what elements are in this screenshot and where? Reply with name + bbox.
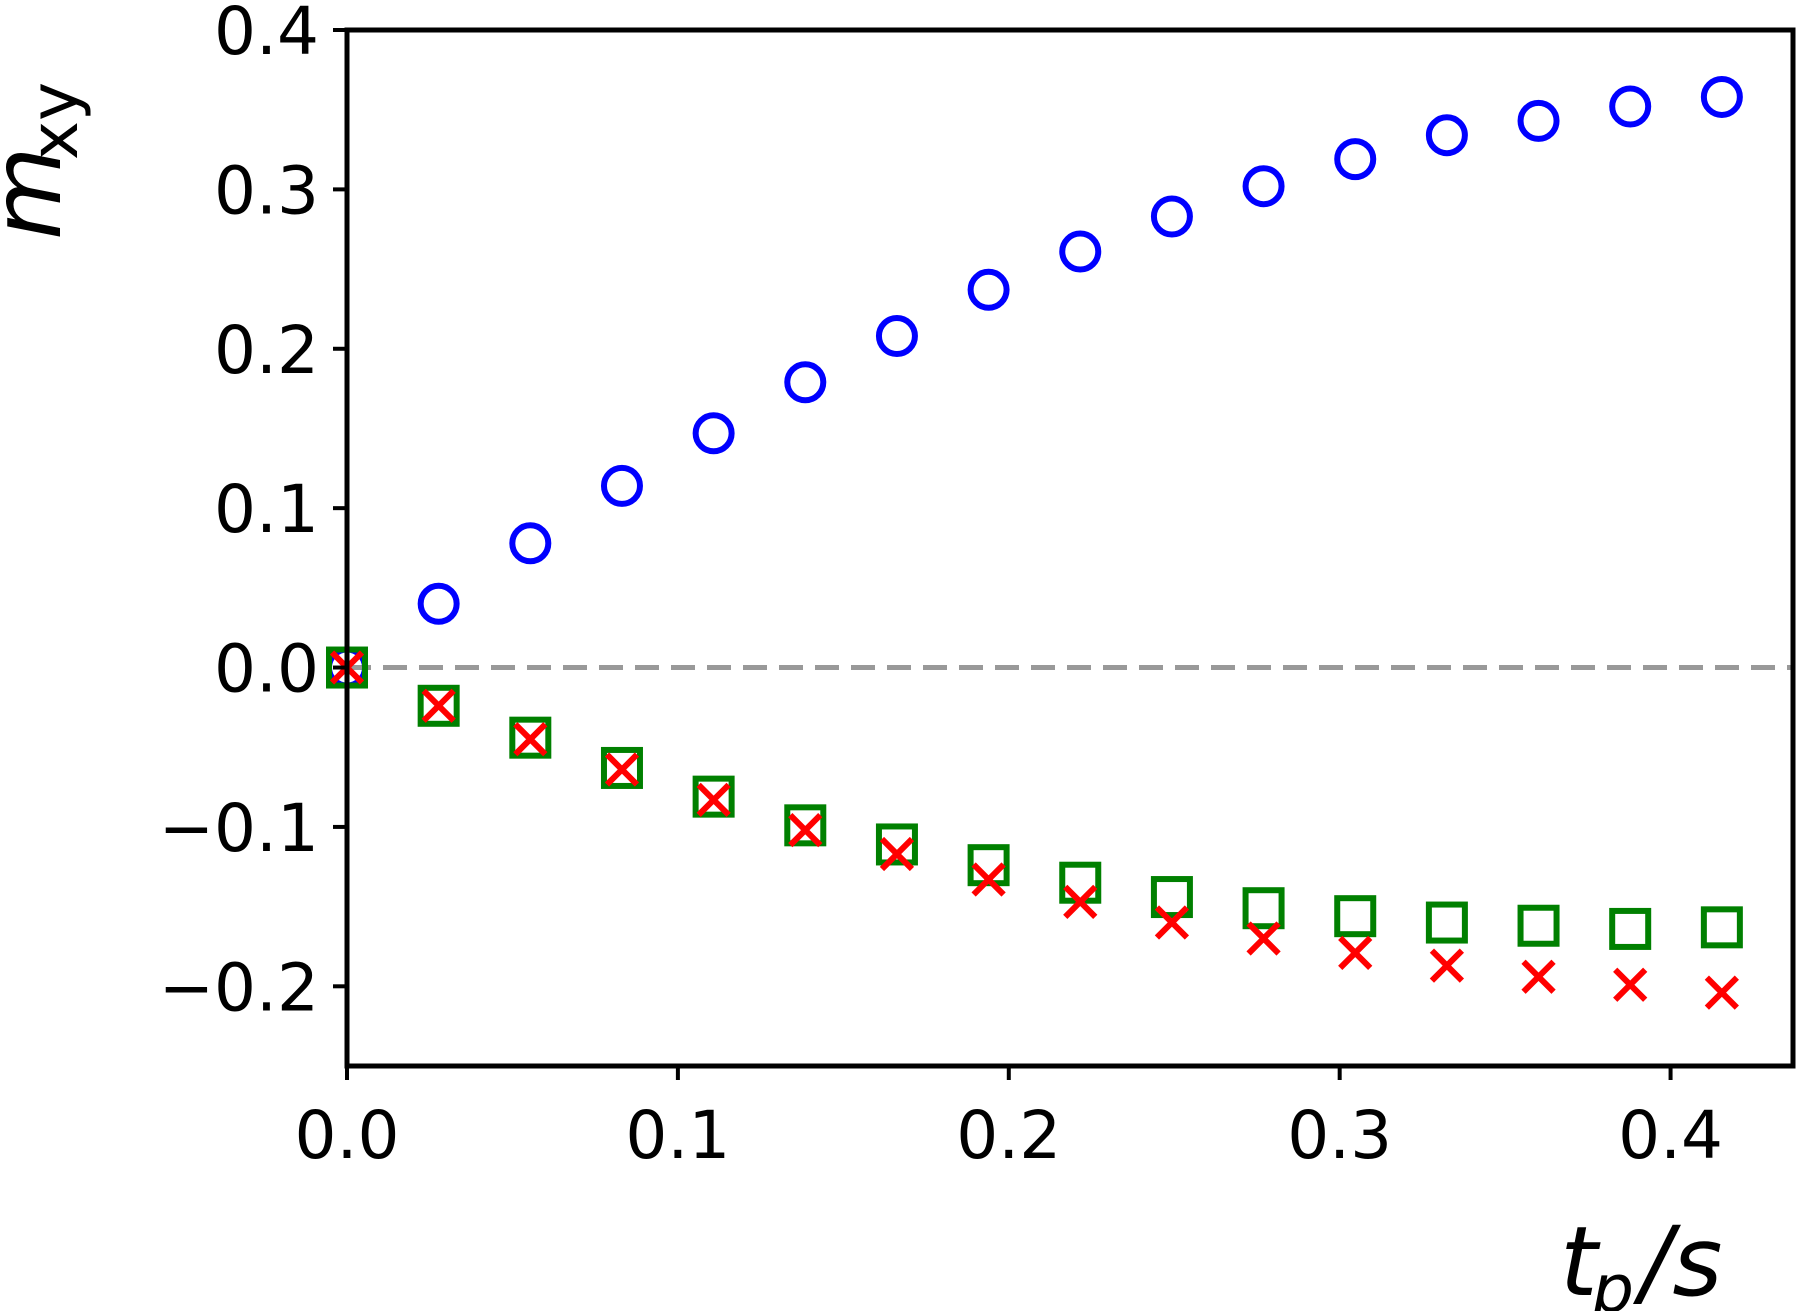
data-point-circle	[600, 464, 643, 507]
x-axis-label-main: t	[1560, 1206, 1601, 1311]
x-axis-label-rest: /s	[1632, 1206, 1722, 1311]
data-point-square	[600, 746, 643, 789]
y-axis-label: m xy	[0, 82, 93, 240]
data-point-circle	[1517, 99, 1560, 142]
series-x	[329, 650, 1739, 1010]
data-point-square	[1059, 861, 1102, 904]
data-point-square	[1609, 907, 1652, 950]
data-point-circle	[1242, 165, 1285, 208]
data-point-square	[1150, 876, 1193, 919]
y-tick-label: 0.4	[214, 0, 319, 70]
x-tick-label: 0.3	[1287, 1097, 1392, 1174]
data-point-circle	[1334, 138, 1377, 181]
y-axis-label-subscript: xy	[16, 82, 93, 160]
data-point-x	[1429, 948, 1465, 983]
data-point-x	[696, 782, 731, 817]
data-point-circle	[417, 582, 460, 625]
data-point-x	[1154, 905, 1190, 940]
data-point-circle	[692, 412, 735, 455]
data-point-circle	[784, 361, 827, 404]
data-point-square	[875, 823, 918, 866]
data-point-x	[513, 722, 548, 757]
data-point-x	[788, 812, 823, 848]
plot-frame	[344, 27, 1796, 1069]
data-point-circle	[1059, 230, 1102, 273]
y-tick-label: 0.0	[214, 631, 319, 708]
y-tick-label: 0.3	[214, 152, 319, 229]
y-tick-label: −0.2	[159, 949, 319, 1026]
data-point-square	[1517, 904, 1560, 947]
data-point-circle	[509, 522, 552, 565]
y-tick-label: 0.2	[214, 312, 319, 389]
data-point-square	[1334, 895, 1377, 938]
data-point-circle	[967, 268, 1010, 311]
data-point-x	[1704, 975, 1739, 1010]
x-tick-label: 0.0	[295, 1097, 400, 1174]
data-point-square	[1425, 901, 1468, 944]
data-point-x	[971, 862, 1006, 897]
y-axis-label-main: m	[0, 146, 83, 240]
series-square	[326, 646, 1743, 950]
data-point-square	[1242, 887, 1285, 930]
data-point-square	[417, 684, 460, 727]
series-circle	[326, 75, 1743, 689]
data-point-square	[1700, 906, 1743, 949]
data-point-x	[1338, 935, 1373, 970]
data-point-square	[784, 804, 827, 847]
data-point-x	[1063, 884, 1098, 919]
data-point-square	[692, 775, 735, 818]
x-axis-label: t p /s	[1560, 1206, 1722, 1311]
data-point-square	[509, 716, 552, 759]
data-point-x	[879, 836, 915, 872]
data-point-circle	[1609, 85, 1652, 128]
data-point-x	[1246, 921, 1281, 956]
x-tick-label: 0.2	[956, 1097, 1061, 1174]
data-point-x	[1521, 959, 1556, 994]
data-point-x	[604, 752, 640, 787]
x-axis-label-subscript: p	[1591, 1251, 1634, 1311]
data-point-x	[421, 688, 456, 723]
x-tick-label: 0.4	[1618, 1097, 1723, 1174]
data-point-circle	[875, 315, 918, 358]
data-point-circle	[1700, 75, 1743, 118]
data-point-circle	[1425, 114, 1468, 157]
data-point-circle	[1150, 195, 1193, 238]
y-tick-label: 0.1	[214, 471, 319, 548]
x-tick-label: 0.1	[625, 1097, 730, 1174]
data-point-x	[1613, 967, 1648, 1002]
plot-area: 0.0 0.1 0.2 0.3 0.4 −0.2 −0.1 0.0 0.1 0.2 0.3 0.4	[159, 0, 1796, 1174]
y-tick-label: −0.1	[159, 790, 319, 867]
